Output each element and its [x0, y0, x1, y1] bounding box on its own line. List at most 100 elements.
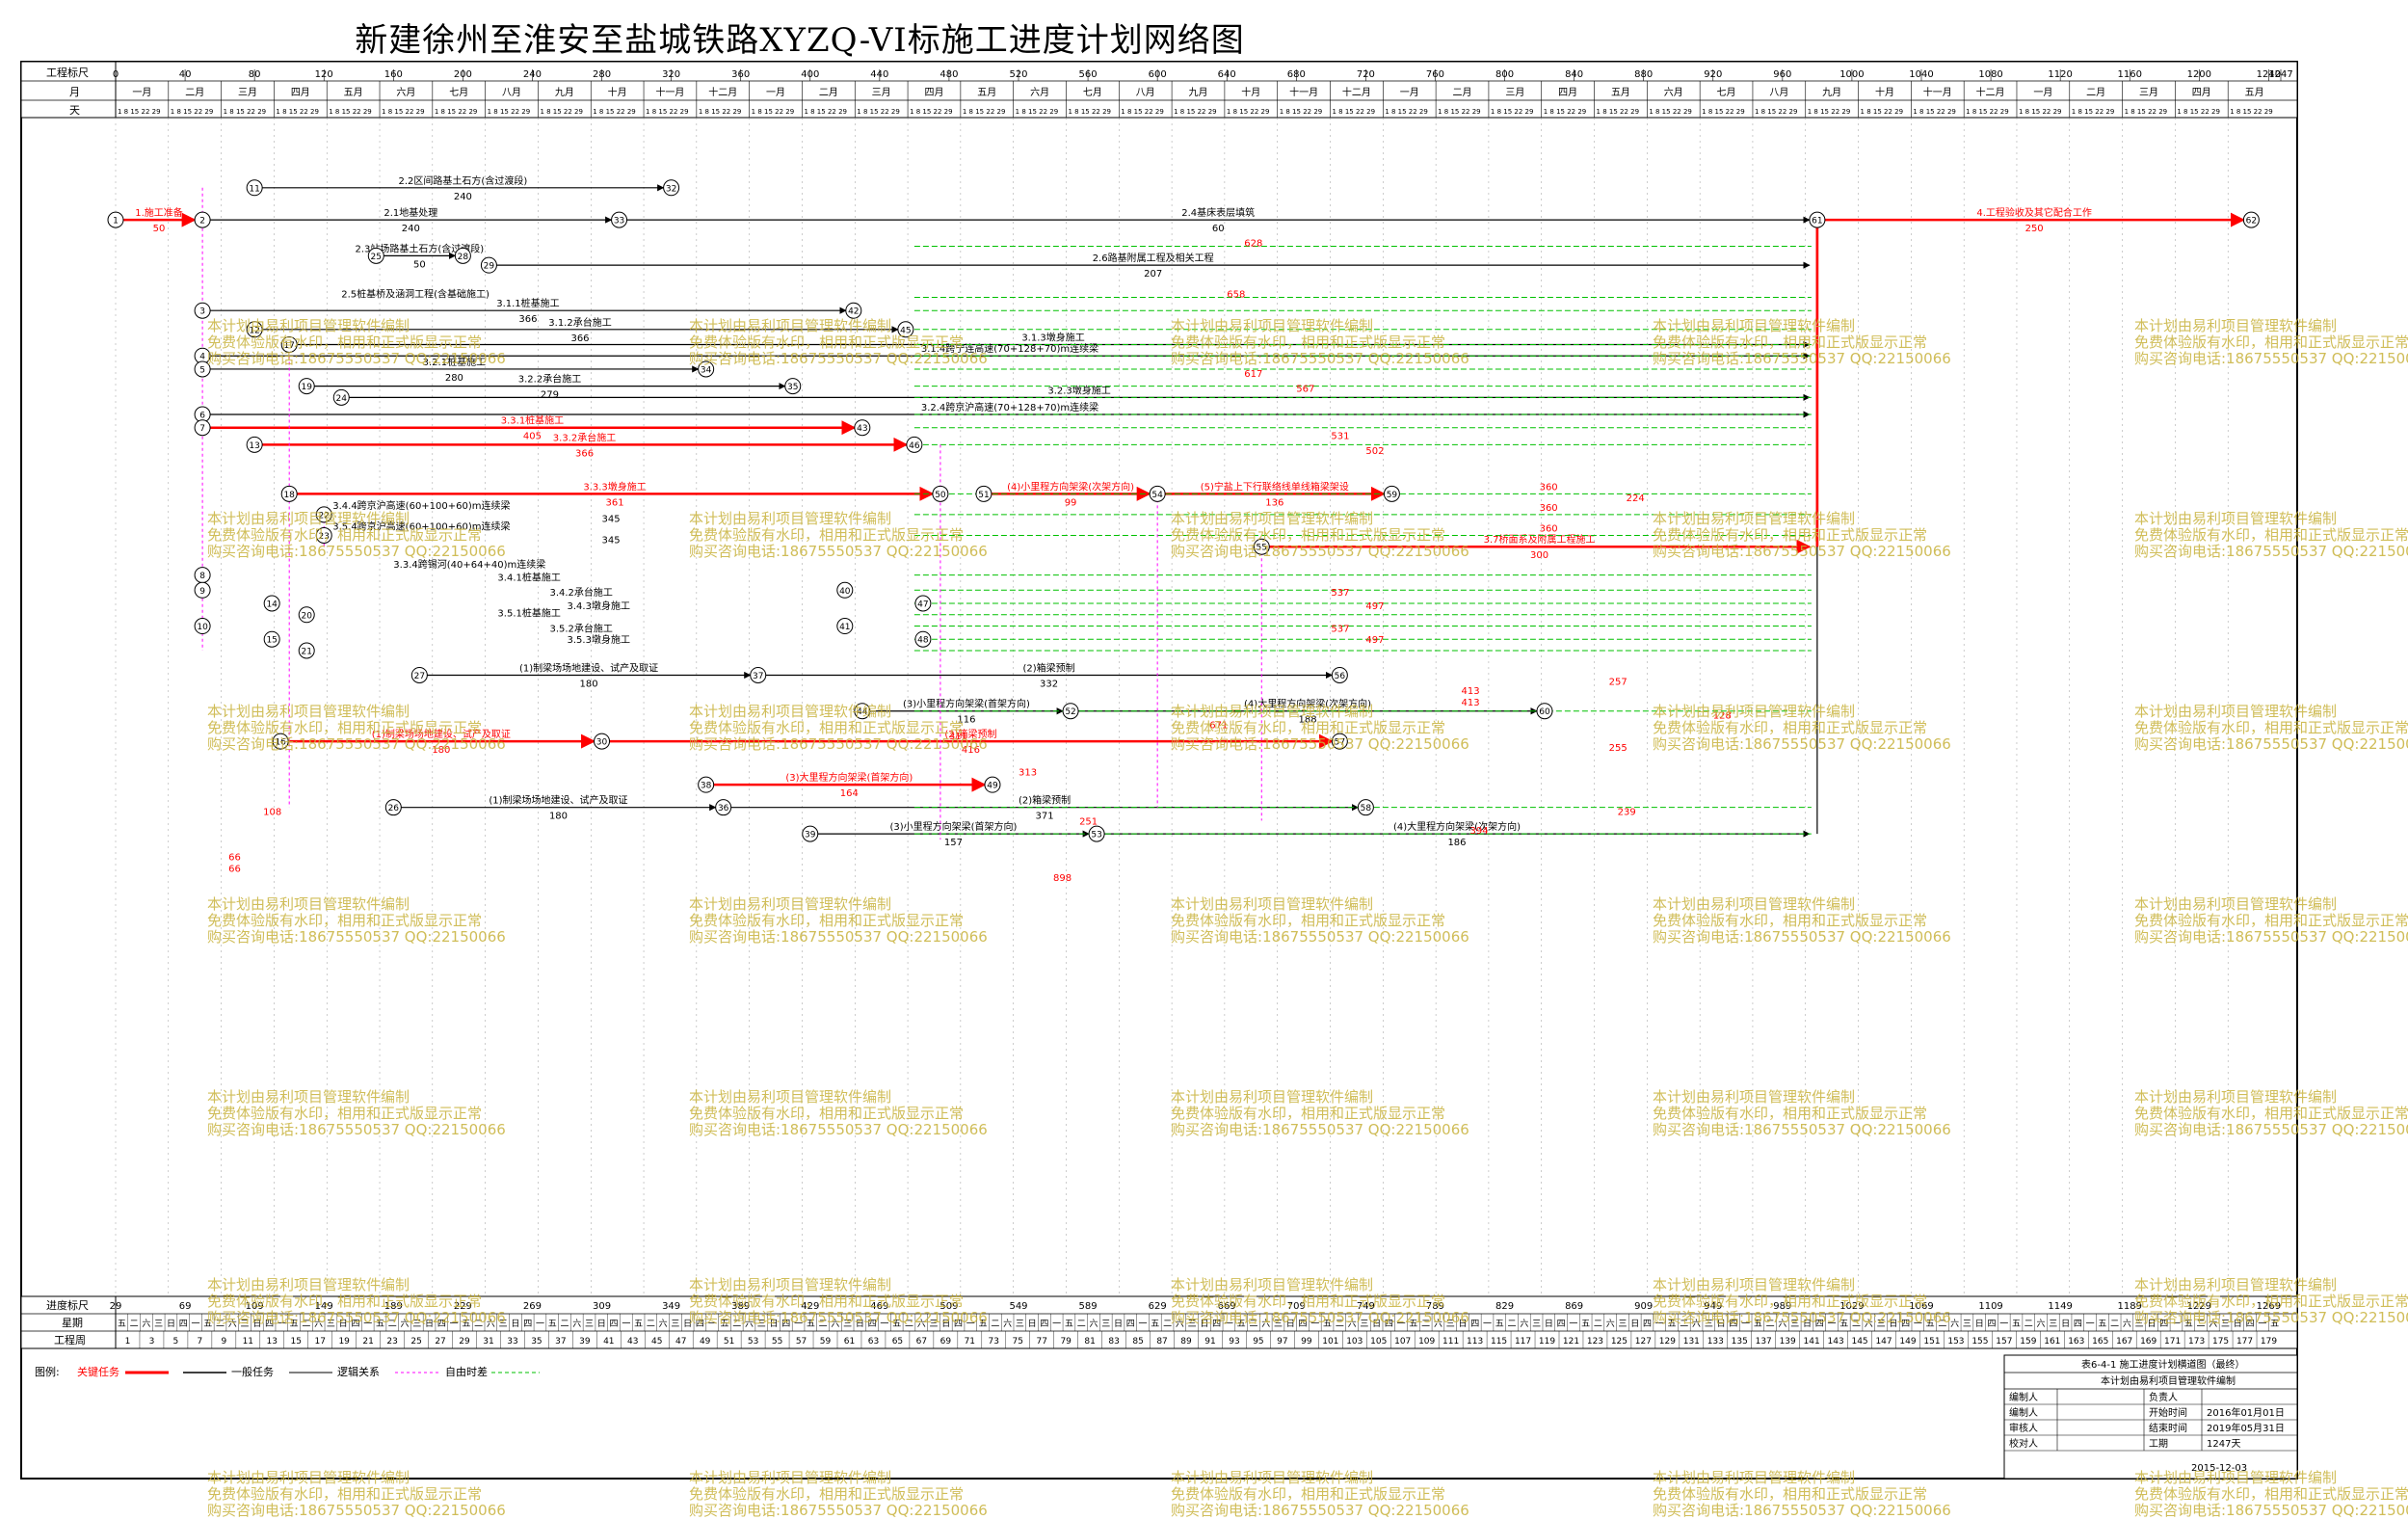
task-label: (2)箱梁预制: [1019, 794, 1071, 807]
weekday-cell: 三: [1188, 1320, 1197, 1329]
footer-tick-label: 1029: [1839, 1301, 1864, 1312]
day-cell: 1 8 15 22 29: [646, 108, 689, 116]
watermark-line: 本计划由易利项目管理软件编制: [2134, 1469, 2338, 1486]
weekday-cell: 五: [548, 1320, 557, 1329]
watermark-line: 免费体验版有水印，相用和正式版显示正常: [207, 1105, 483, 1122]
weekday-cell: 五: [2098, 1320, 2106, 1329]
weekday-cell: 五: [1926, 1320, 1935, 1329]
node-id: 52: [1065, 707, 1075, 717]
weekday-cell: 六: [401, 1318, 410, 1329]
footer-tick-label: 549: [1009, 1301, 1027, 1312]
weekday-cell: 五: [979, 1320, 988, 1329]
extra-label: 128: [1713, 711, 1732, 722]
weekday-cell: 二: [1336, 1320, 1344, 1329]
month-cell: 十一月: [1923, 86, 1952, 98]
extra-label: 251: [1079, 816, 1098, 827]
watermark: 本计划由易利项目管理软件编制 免费体验版有水印，相用和正式版显示正常 购买咨询电话:…: [2134, 511, 2408, 560]
weekno-cell: 81: [1084, 1337, 1095, 1347]
node-id: 6: [199, 412, 205, 421]
weekday-cell: 日: [425, 1319, 434, 1329]
watermark-line: 本计划由易利项目管理软件编制: [207, 703, 410, 720]
weekno-cell: 67: [916, 1337, 927, 1347]
task-label: (1)制梁场场地建设、试产及取证: [519, 661, 658, 674]
ruler-tick-label: 1000: [1839, 69, 1864, 80]
task-label: (4)小里程方向架梁(次架方向): [1007, 480, 1134, 493]
watermark-line: 本计划由易利项目管理软件编制: [1653, 1088, 1856, 1106]
node-circle: [975, 485, 992, 502]
month-cell: 六月: [1664, 87, 1683, 98]
weekday-cell: 四: [1040, 1320, 1048, 1329]
day-cell: 1 8 15 22 29: [488, 108, 531, 116]
weekday-cell: 二: [732, 1320, 741, 1329]
info-key: 编制人: [2009, 1391, 2038, 1403]
node-id: 55: [1257, 544, 1267, 553]
task-label: 3.3.1桩基施工: [501, 414, 564, 427]
weekday-cell: 日: [1975, 1319, 1984, 1329]
weekday-cell: 一: [450, 1320, 459, 1329]
node-circle: [906, 436, 923, 453]
watermark: 本计划由易利项目管理软件编制 免费体验版有水印，相用和正式版显示正常 购买咨询电话:…: [689, 511, 988, 560]
weekno-cell: 11: [243, 1337, 253, 1347]
watermark-line: 购买咨询电话:18675550537 QQ:22150066: [1171, 1309, 1469, 1326]
node-circle: [1383, 485, 1400, 502]
extra-label: 66: [228, 864, 241, 874]
info-key: 负责人: [2149, 1391, 2178, 1403]
task-label: 3.1.1桩基施工: [496, 297, 559, 309]
weekday-cell: 一: [2258, 1320, 2266, 1329]
watermark-line: 购买咨询电话:18675550537 QQ:22150066: [689, 735, 988, 753]
footer-tick-label: 269: [523, 1301, 542, 1312]
month-cell: 七月: [1717, 87, 1736, 98]
node-circle: [1357, 799, 1374, 816]
info-date: 2015-12-03: [2191, 1463, 2247, 1474]
node-circle: [107, 211, 124, 228]
node-id: 29: [484, 262, 495, 272]
weekday-cell: 六: [2123, 1318, 2131, 1329]
day-cell: 1 8 15 22 29: [382, 108, 425, 116]
node-circle: [272, 733, 289, 750]
watermark-line: 本计划由易利项目管理软件编制: [1653, 895, 1856, 913]
watermark-line: 免费体验版有水印，相用和正式版显示正常: [1653, 333, 1928, 351]
extra-label: 3.3.4跨锡河(40+64+40)m连续梁: [393, 558, 545, 571]
weekno-cell: 93: [1229, 1337, 1239, 1347]
extra-label: 497: [1365, 635, 1384, 646]
ruler-tick-label: 280: [593, 69, 611, 80]
footer-tick-label: 949: [1704, 1301, 1722, 1312]
node-id: 20: [301, 611, 312, 621]
weekday-cell: 三: [1016, 1320, 1024, 1329]
legend-logic: 逻辑关系: [337, 1365, 380, 1378]
task-label: 2.6路基附属工程及相关工程: [1093, 252, 1214, 264]
weekday-cell: 一: [1827, 1320, 1836, 1329]
watermark-line: 本计划由易利项目管理软件编制: [689, 510, 892, 527]
footer-box: [20, 1295, 2298, 1349]
day-cell: 1 8 15 22 29: [1121, 108, 1164, 116]
header-box: [20, 61, 2298, 119]
watermark: 本计划由易利项目管理软件编制 免费体验版有水印，相用和正式版显示正常 购买咨询电话:…: [1653, 511, 1951, 560]
weekno-cell: 123: [1587, 1337, 1603, 1347]
info-value: 2016年01月01日: [2207, 1406, 2285, 1419]
weekday-cell: 日: [1458, 1319, 1467, 1329]
watermark-line: 购买咨询电话:18675550537 QQ:22150066: [2134, 928, 2408, 946]
watermark-line: 本计划由易利项目管理软件编制: [207, 1469, 410, 1486]
weekday-cell: 日: [1889, 1319, 1897, 1329]
watermark: 本计划由易利项目管理软件编制 免费体验版有水印，相用和正式版显示正常 购买咨询电话:…: [1653, 318, 1951, 367]
node-circle: [1253, 538, 1270, 555]
watermark-line: 免费体验版有水印，相用和正式版显示正常: [2134, 912, 2408, 929]
weekno-cell: 103: [1346, 1337, 1363, 1347]
node-circle: [280, 485, 298, 502]
weekday-cell: 日: [1372, 1319, 1381, 1329]
watermark-line: 本计划由易利项目管理软件编制: [207, 1088, 410, 1106]
watermark-line: 购买咨询电话:18675550537 QQ:22150066: [1653, 1502, 1951, 1519]
weekday-cell: 一: [1741, 1320, 1750, 1329]
month-cell: 四月: [2192, 87, 2211, 98]
weekno-cell: 49: [700, 1337, 711, 1347]
footer-tick-label: 749: [1357, 1301, 1375, 1312]
footer-tick-label: 1149: [2048, 1301, 2072, 1312]
watermark-line: 购买咨询电话:18675550537 QQ:22150066: [1653, 928, 1951, 946]
node-circle: [410, 666, 428, 683]
info-table: 表6-4-1 施工进度计划横道图（最终） 本计划由易利项目管理软件编制 编制人 负…: [2003, 1354, 2298, 1480]
task-label: (1)制梁场场地建设、试产及取证: [372, 728, 511, 740]
week-label: 星期: [62, 1317, 83, 1329]
footer-tick-label: 349: [662, 1301, 680, 1312]
watermark: 本计划由易利项目管理软件编制 免费体验版有水印，相用和正式版显示正常 购买咨询电话:…: [1653, 1089, 1951, 1138]
